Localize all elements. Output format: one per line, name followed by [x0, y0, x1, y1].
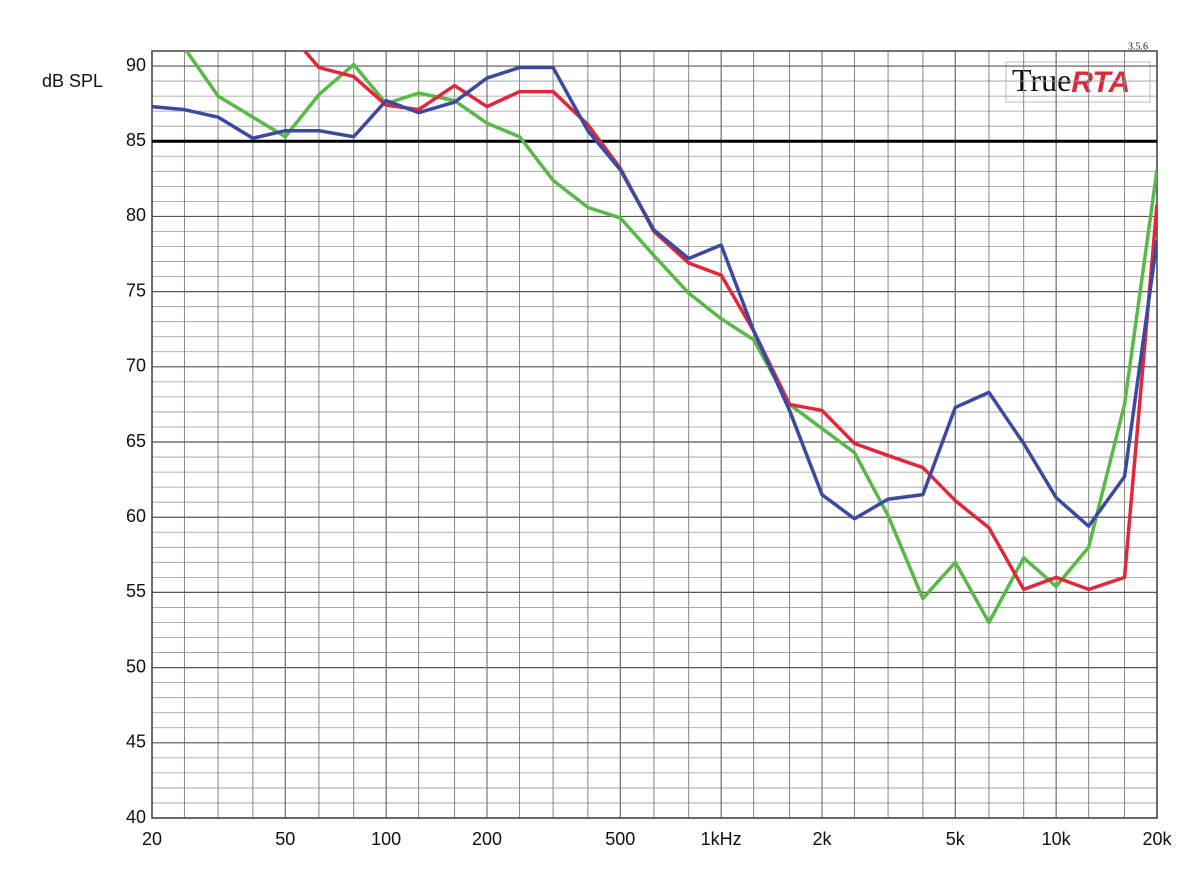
y-tick-label: 70 [126, 356, 146, 376]
y-tick-label: 55 [126, 581, 146, 601]
version: 3.5.6 [1128, 41, 1148, 52]
series-line [152, 65, 1157, 528]
y-tick-label: 90 [126, 55, 146, 75]
x-tick-label: 200 [472, 829, 502, 849]
logo-box [1005, 61, 1151, 103]
logo: TrueRTA [1012, 62, 1130, 99]
series-line [184, 51, 1157, 625]
y-axis-label: dB SPL [42, 71, 103, 91]
y-tick-label: 75 [126, 280, 146, 300]
x-tick-label: 50 [275, 829, 295, 849]
y-tick-label: 80 [126, 205, 146, 225]
x-tick-label: 10k [1042, 829, 1072, 849]
plot-frame [151, 50, 1158, 819]
y-tick-label: 50 [126, 656, 146, 676]
x-tick-label: 5k [946, 829, 966, 849]
x-tick-label: 20k [1142, 829, 1172, 849]
y-tick-label: 60 [126, 506, 146, 526]
series-line [302, 51, 1157, 592]
x-tick-label: 1kHz [701, 829, 742, 849]
logo-prefix: True [1012, 62, 1071, 98]
x-tick-label: 100 [371, 829, 401, 849]
x-tick-label: 20 [142, 829, 162, 849]
logo-suffix: RTA [1071, 66, 1130, 99]
x-tick-label: 2k [812, 829, 832, 849]
y-tick-label: 65 [126, 431, 146, 451]
x-tick-label: 500 [605, 829, 635, 849]
y-tick-label: 45 [126, 732, 146, 752]
y-tick-label: 40 [126, 807, 146, 827]
y-tick-label: 85 [126, 130, 146, 150]
